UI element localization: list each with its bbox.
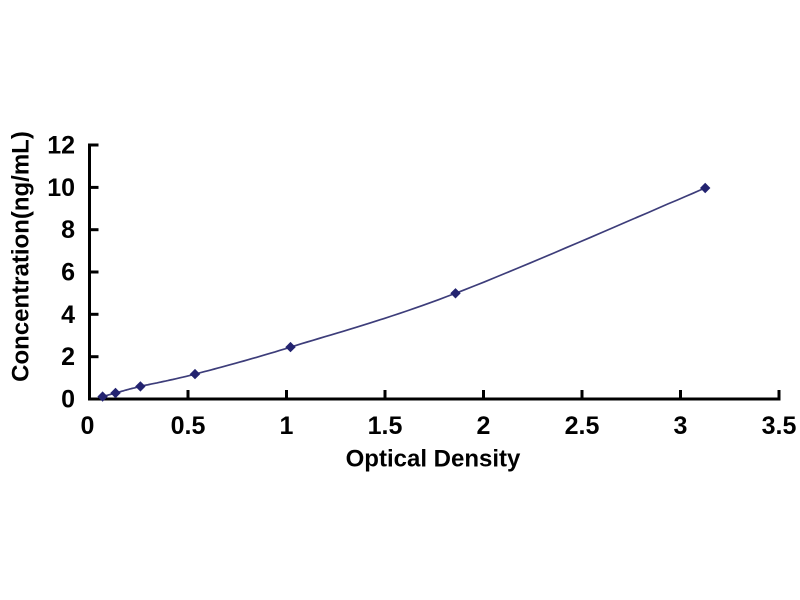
svg-text:6: 6 [61, 259, 75, 287]
svg-text:10: 10 [47, 174, 75, 202]
svg-text:3: 3 [674, 412, 688, 440]
svg-text:4: 4 [61, 301, 75, 329]
svg-text:2: 2 [61, 343, 75, 371]
svg-text:Optical Density: Optical Density [346, 446, 521, 473]
svg-text:1.5: 1.5 [368, 412, 403, 440]
svg-text:0: 0 [61, 386, 75, 414]
svg-text:2.5: 2.5 [565, 412, 600, 440]
svg-text:2: 2 [477, 412, 491, 440]
svg-text:0: 0 [81, 412, 95, 440]
svg-text:1: 1 [280, 412, 294, 440]
svg-text:12: 12 [47, 132, 75, 160]
svg-text:0.5: 0.5 [171, 412, 206, 440]
svg-text:3.5: 3.5 [762, 412, 797, 440]
svg-text:8: 8 [61, 216, 75, 244]
svg-text:Concentration(ng/mL): Concentration(ng/mL) [8, 131, 35, 382]
